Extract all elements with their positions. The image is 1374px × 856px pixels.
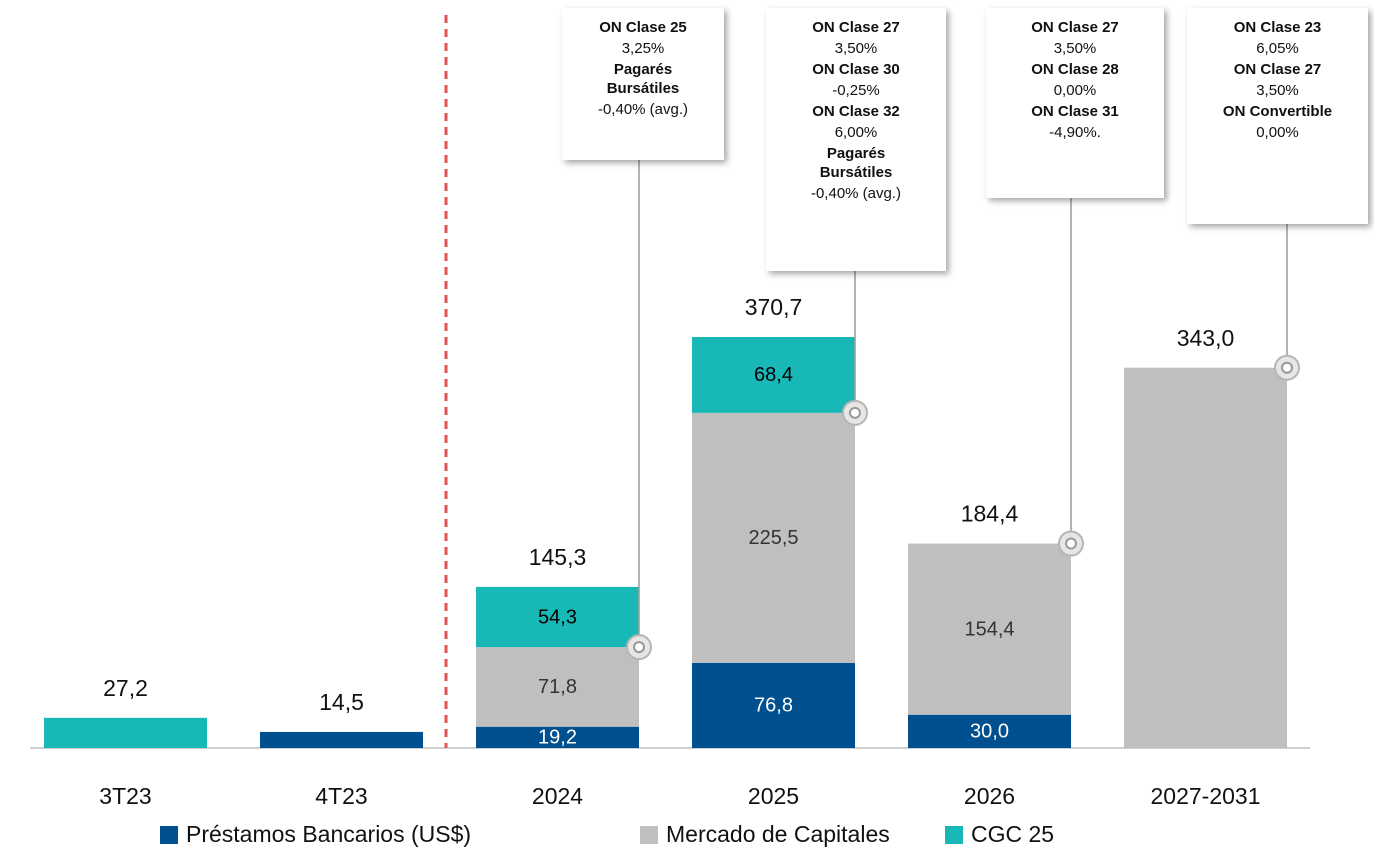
annotation-title: ON Clase 25 xyxy=(599,19,687,36)
bar-segment xyxy=(908,714,1071,748)
legend-label: Mercado de Capitales xyxy=(666,821,890,847)
annotation-value: 0,00% xyxy=(1053,82,1097,99)
legend-swatch xyxy=(160,826,178,844)
annotation-title: Pagarés Bursátiles xyxy=(819,145,893,181)
annotation-value: 3,50% xyxy=(1053,40,1097,57)
total-label: 184,4 xyxy=(961,501,1019,527)
bar-segment xyxy=(476,647,639,727)
segment-label: 54,3 xyxy=(538,606,577,628)
annotation-title: ON Clase 31 xyxy=(1031,103,1119,120)
x-tick-label: 3T23 xyxy=(99,783,151,809)
annotation-title: ON Clase 27 xyxy=(812,19,900,36)
bar-segment xyxy=(476,586,639,648)
segment-label: 19,2 xyxy=(538,727,577,749)
annotation-value: 3,50% xyxy=(1256,82,1299,99)
segment-label: 154,4 xyxy=(964,618,1014,640)
annotation-value: 6,05% xyxy=(1256,40,1299,57)
segment-label: 76,8 xyxy=(754,695,793,717)
annotation-value: -0,40% (avg.) xyxy=(810,185,902,202)
annotation-value: 6,00% xyxy=(834,124,878,141)
total-label: 370,7 xyxy=(745,294,803,320)
total-label: 14,5 xyxy=(319,689,364,715)
bar-segment xyxy=(476,726,639,748)
x-tick-label: 2027-2031 xyxy=(1151,783,1261,809)
annotation-title: ON Clase 32 xyxy=(812,103,900,120)
legend-swatch xyxy=(640,826,658,844)
annotation-box: ON Clase 27 3,50% ON Clase 30 -0,25% ON Clas… xyxy=(766,8,946,271)
segment-label: 71,8 xyxy=(538,676,577,698)
legend-label: CGC 25 xyxy=(971,821,1054,847)
total-label: 27,2 xyxy=(103,675,148,701)
annotation-title: ON Clase 27 xyxy=(1031,19,1119,36)
segment-label: 68,4 xyxy=(754,364,793,386)
annotation-value: -0,25% xyxy=(832,82,880,99)
bar-segment xyxy=(908,543,1071,715)
annotation-value: 3,50% xyxy=(834,40,878,57)
annotation-title: ON Clase 23 xyxy=(1233,19,1322,36)
marker-inner xyxy=(1281,361,1293,374)
annotation-value: -4,90%. xyxy=(1049,124,1101,141)
total-label: 145,3 xyxy=(529,544,587,570)
legend-swatch xyxy=(945,826,963,844)
annotation-box: ON Clase 23 6,05% ON Clase 27 3,50% ON Conve… xyxy=(1187,8,1368,224)
bar-segment xyxy=(692,412,855,663)
bar-segment xyxy=(692,337,855,413)
annotation-title: ON Clase 27 xyxy=(1233,61,1322,78)
annotation-title: ON Convertible xyxy=(1222,103,1333,120)
x-tick-label: 2025 xyxy=(748,783,799,809)
segment-label: 30,0 xyxy=(970,721,1009,743)
marker-inner xyxy=(633,641,645,654)
legend-label: Préstamos Bancarios (US$) xyxy=(186,821,471,847)
x-tick-label: 2026 xyxy=(964,783,1015,809)
annotation-title: ON Clase 28 xyxy=(1031,61,1119,78)
annotation-value: -0,40% (avg.) xyxy=(597,101,689,118)
segment-label: 225,5 xyxy=(748,527,798,549)
annotation-box: ON Clase 25 3,25% Pagarés Bursátiles -0,40%… xyxy=(562,8,724,160)
bar-segment xyxy=(1124,367,1287,748)
annotation-title: Pagarés Bursátiles xyxy=(606,61,680,97)
annotation-box: ON Clase 27 3,50% ON Clase 28 0,00% ON Clase… xyxy=(986,8,1164,198)
bar-segment xyxy=(260,731,423,748)
annotation-value: 0,00% xyxy=(1256,124,1299,141)
x-tick-label: 4T23 xyxy=(315,783,367,809)
total-label: 343,0 xyxy=(1177,325,1235,351)
bar-segment xyxy=(692,662,855,748)
x-tick-label: 2024 xyxy=(532,783,583,809)
bar-segment xyxy=(44,717,207,748)
marker-inner xyxy=(849,406,861,419)
annotation-title: ON Clase 30 xyxy=(812,61,900,78)
marker-inner xyxy=(1065,537,1077,550)
annotation-value: 3,25% xyxy=(621,40,665,57)
